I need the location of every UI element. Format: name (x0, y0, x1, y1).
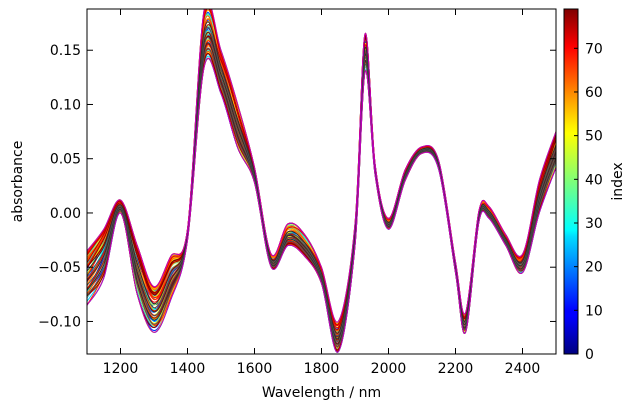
y-tick-label: 0.05 (50, 152, 81, 168)
colorbar-tick-label: 30 (585, 216, 603, 232)
colorbar-title: index (610, 162, 626, 200)
spectrum-line-outlier (87, 58, 556, 353)
x-tick-label: 1400 (170, 361, 206, 377)
spectrum-line (87, 21, 556, 334)
spectra-lines (87, 9, 556, 353)
colorbar-ticks: 0 10 20 30 40 50 60 70 (574, 41, 603, 363)
y-tick-label: 0.00 (50, 206, 81, 222)
colorbar-tick-label: 60 (585, 85, 603, 101)
colorbar-tick-label: 10 (585, 303, 603, 319)
x-tick-label: 2400 (505, 361, 541, 377)
spectrum-line (87, 45, 556, 345)
colorbar-tick-label: 20 (585, 260, 603, 276)
y-tick-label: −0.10 (38, 314, 81, 330)
y-tick-label: 0.10 (50, 97, 81, 113)
x-axis-title: Wavelength / nm (262, 385, 381, 401)
colorbar (563, 8, 579, 355)
colorbar-tick-label: 50 (585, 129, 603, 145)
x-tick-label: 2000 (371, 361, 407, 377)
x-tick-label: 2200 (438, 361, 474, 377)
x-tick-label: 1200 (103, 361, 139, 377)
spectrum-line (87, 44, 556, 345)
y-axis: −0.10 −0.05 0.00 0.05 0.10 0.15 (38, 43, 556, 330)
y-tick-label: 0.15 (50, 43, 81, 59)
x-axis: 1200 1400 1600 1800 2000 2200 2400 (103, 9, 541, 377)
spectrum-line (87, 21, 556, 335)
y-tick-label: −0.05 (38, 260, 81, 276)
spectrum-line (87, 42, 556, 345)
spectrum-line (87, 43, 556, 345)
spectrum-line-outlier (87, 9, 556, 323)
x-tick-label: 1600 (237, 361, 273, 377)
y-axis-title: absorbance (10, 141, 26, 223)
colorbar-tick-label: 0 (585, 347, 594, 363)
x-tick-label: 1800 (304, 361, 340, 377)
spectrum-line (87, 35, 556, 338)
colorbar-tick-label: 40 (585, 172, 603, 188)
colorbar-tick-label: 70 (585, 41, 603, 57)
